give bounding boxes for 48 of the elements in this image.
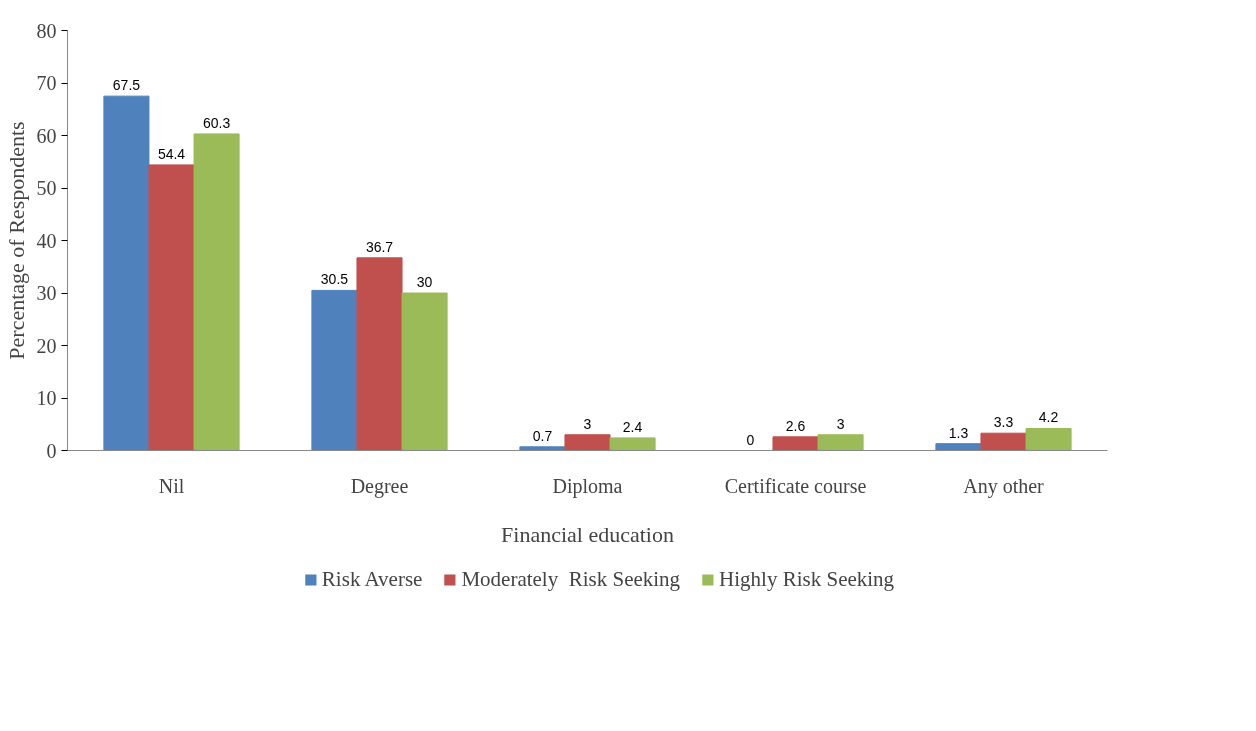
- y-axis-title: Percentage of Respondents: [3, 121, 29, 360]
- data-label: 3: [583, 415, 592, 432]
- bar: [103, 95, 150, 451]
- y-tick-label: 0: [46, 439, 57, 462]
- y-tick-label: 30: [36, 282, 57, 304]
- data-label: 60.3: [202, 114, 231, 131]
- bar: [148, 164, 195, 451]
- bar: [519, 446, 566, 451]
- data-label: 30.5: [320, 271, 349, 288]
- bar: [193, 133, 240, 451]
- bar: [980, 432, 1027, 451]
- x-tick-label: Degree: [350, 474, 409, 498]
- y-tick-label: 50: [36, 177, 57, 199]
- x-tick-label: Any other: [963, 474, 1045, 498]
- legend-label: Risk Averse: [321, 566, 423, 592]
- x-tick-label: Nil: [158, 474, 185, 497]
- data-label: 30: [416, 274, 433, 290]
- bar: [356, 257, 403, 451]
- data-label: 67.5: [112, 77, 141, 94]
- data-label: 2.6: [785, 417, 806, 434]
- y-tick-label: 60: [36, 124, 57, 147]
- legend-label: Moderately Risk Seeking: [461, 566, 681, 592]
- y-tick-label: 10: [36, 387, 57, 409]
- data-label: 4.2: [1038, 409, 1059, 426]
- data-label: 36.7: [365, 238, 394, 255]
- y-tick-label: 80: [36, 19, 57, 42]
- data-label: 0.7: [532, 427, 553, 444]
- data-label: 3.3: [993, 414, 1014, 431]
- x-tick-label: Certificate course: [724, 474, 867, 497]
- data-label: 54.4: [157, 145, 186, 162]
- y-tick-label: 20: [36, 334, 57, 357]
- data-label: 3: [836, 415, 845, 432]
- data-label: 0: [746, 431, 755, 448]
- bar: [311, 289, 358, 451]
- x-axis-title: Financial education: [501, 521, 674, 547]
- legend-label: Highly Risk Seeking: [719, 566, 895, 592]
- x-tick-label: Diploma: [552, 474, 623, 498]
- bar: [401, 292, 448, 451]
- bar: [817, 434, 864, 451]
- y-tick-label: 70: [36, 72, 57, 94]
- bar: [564, 434, 611, 451]
- bar: [1025, 427, 1072, 451]
- bar: [772, 436, 819, 451]
- bar: [935, 443, 982, 451]
- data-label: 1.3: [948, 424, 969, 441]
- bar: [609, 437, 656, 451]
- data-label: 2.4: [622, 418, 643, 435]
- y-tick-label: 40: [36, 229, 57, 252]
